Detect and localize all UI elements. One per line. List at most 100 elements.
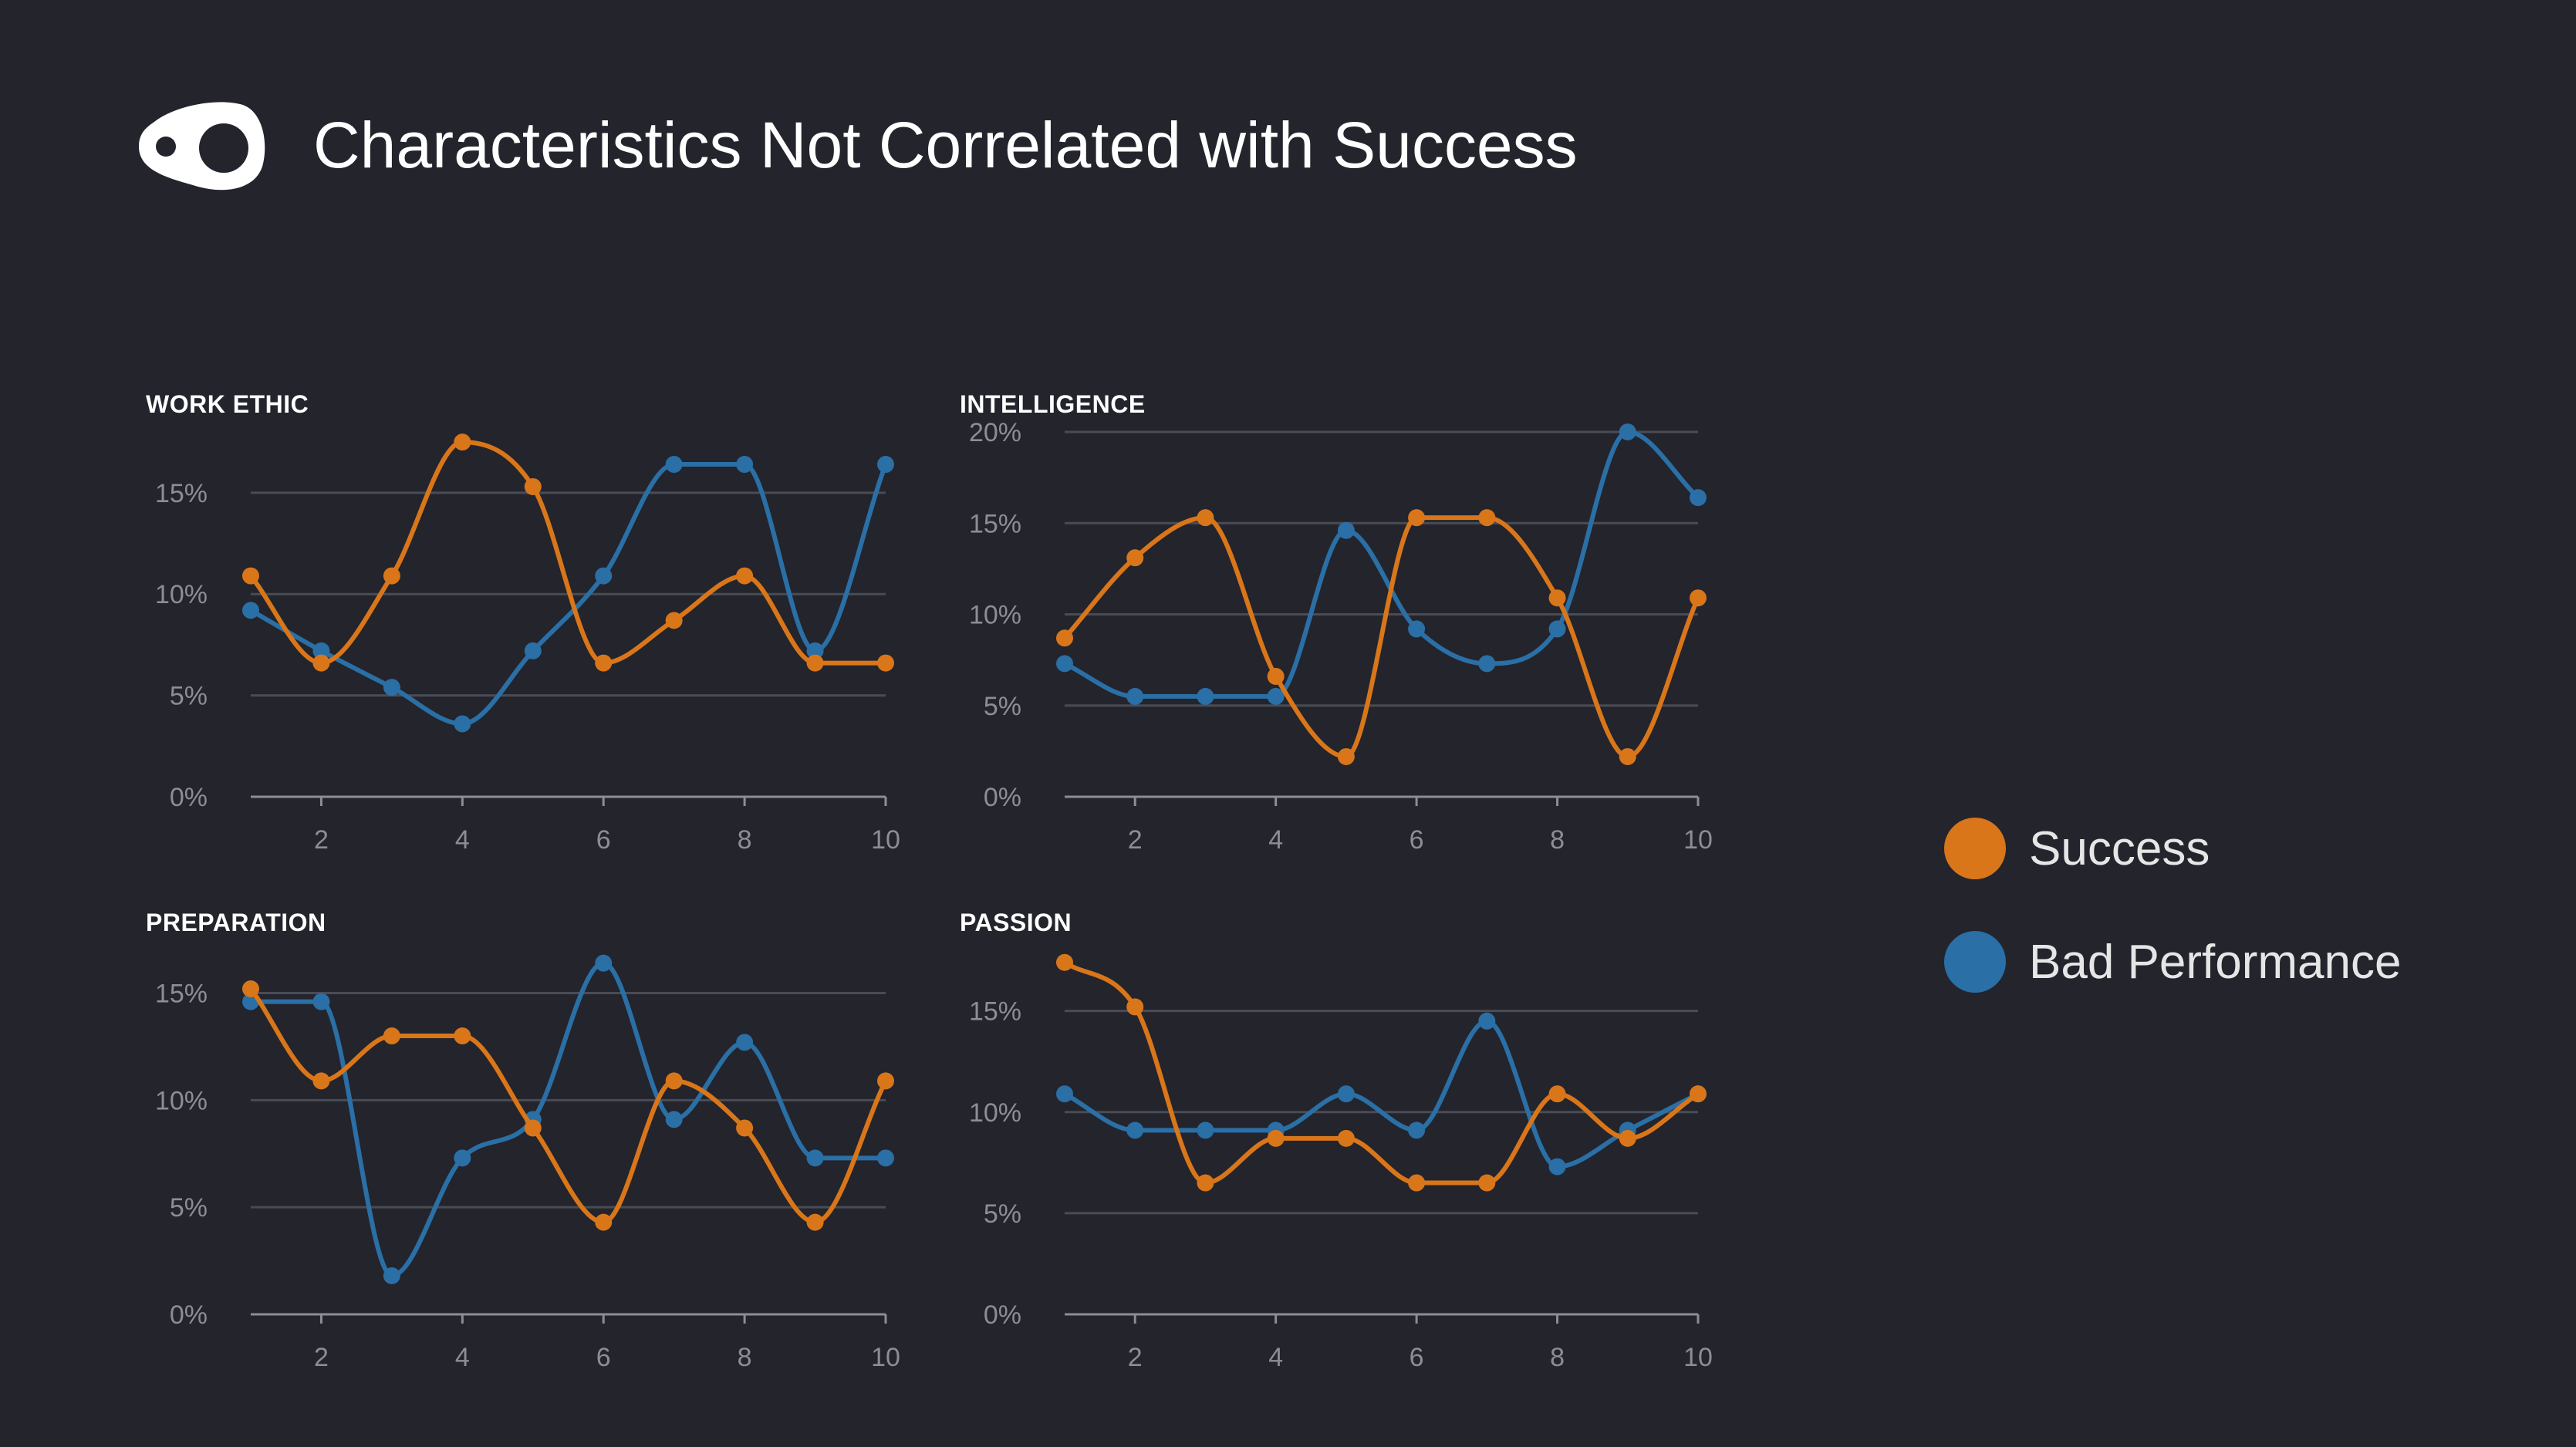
data-point-bad-performance: [383, 1267, 400, 1285]
y-tick-label: 10%: [155, 580, 208, 609]
data-point-bad-performance: [1056, 1085, 1073, 1103]
data-point-success: [1619, 747, 1636, 765]
x-tick-label: 10: [1683, 1343, 1713, 1372]
x-tick-label: 2: [1128, 1343, 1143, 1372]
y-tick-label: 10%: [155, 1086, 208, 1115]
series-line-success: [248, 986, 888, 1225]
data-point-bad-performance: [454, 1149, 471, 1167]
x-tick-label: 2: [314, 1343, 329, 1372]
data-point-success: [1337, 1129, 1355, 1147]
data-point-success: [1126, 998, 1144, 1016]
x-tick-label: 6: [1410, 825, 1424, 855]
x-tick-label: 10: [1683, 825, 1713, 855]
data-point-success: [1408, 1174, 1426, 1192]
data-point-success: [454, 433, 471, 451]
y-tick-label: 15%: [969, 997, 1021, 1027]
data-point-success: [454, 1027, 471, 1045]
y-tick-label: 0%: [170, 783, 208, 812]
x-tick-label: 4: [1268, 1343, 1283, 1372]
data-point-success: [1126, 549, 1144, 567]
data-point-bad-performance: [383, 679, 400, 697]
legend-label-bad-performance: Bad Performance: [2029, 935, 2402, 989]
y-tick-label: 5%: [984, 692, 1021, 721]
y-tick-label: 5%: [170, 1193, 208, 1223]
data-point-success: [242, 980, 259, 997]
x-tick-label: 6: [596, 1343, 611, 1372]
data-point-bad-performance: [1056, 655, 1073, 673]
data-point-success: [736, 567, 754, 585]
data-point-bad-performance: [665, 456, 683, 474]
data-point-success: [1619, 1129, 1636, 1147]
data-point-bad-performance: [877, 456, 894, 474]
data-point-success: [312, 654, 330, 672]
x-tick-label: 10: [871, 825, 900, 855]
data-point-success: [242, 567, 259, 585]
data-point-success: [1478, 509, 1496, 527]
data-point-success: [1337, 747, 1355, 765]
panel-title-preparation: PREPARATION: [146, 909, 326, 936]
data-point-bad-performance: [1619, 423, 1636, 440]
data-point-bad-performance: [877, 1149, 894, 1167]
data-point-success: [1267, 1129, 1285, 1147]
y-tick-label: 15%: [155, 980, 208, 1009]
data-point-bad-performance: [312, 642, 330, 659]
y-tick-label: 5%: [984, 1199, 1021, 1229]
x-tick-label: 2: [1128, 825, 1143, 855]
data-point-bad-performance: [1478, 655, 1496, 673]
page-title: Characteristics Not Correlated with Succ…: [313, 109, 1578, 181]
x-tick-label: 6: [596, 825, 611, 855]
y-tick-label: 10%: [969, 1098, 1021, 1128]
eye-shape-logo-icon: [139, 102, 265, 191]
data-point-bad-performance: [1548, 620, 1566, 638]
data-point-bad-performance: [595, 567, 613, 585]
data-point-bad-performance: [312, 993, 330, 1010]
data-point-success: [736, 1119, 754, 1137]
data-point-bad-performance: [1126, 687, 1144, 705]
data-point-success: [383, 567, 400, 585]
data-point-success: [1197, 1174, 1214, 1192]
data-point-bad-performance: [1197, 1122, 1214, 1139]
data-point-success: [312, 1072, 330, 1090]
data-point-success: [1690, 1085, 1707, 1103]
series-line-bad-performance: [248, 960, 888, 1279]
y-tick-label: 20%: [969, 418, 1021, 447]
series-line-bad-performance: [1062, 1018, 1700, 1169]
data-point-bad-performance: [1337, 521, 1355, 539]
chart-preparation: 0% 5% 10% 15% 2 4 6 8 10: [155, 954, 900, 1372]
legend-swatch-bad-performance: [1944, 931, 2006, 993]
panel-title-passion: PASSION: [960, 909, 1072, 936]
data-point-bad-performance: [1197, 687, 1214, 705]
x-tick-label: 2: [314, 825, 329, 855]
chart-passion: 0% 5% 10% 15% 2 4 6 8 10: [969, 953, 1713, 1372]
y-tick-label: 5%: [170, 682, 208, 711]
data-point-bad-performance: [595, 954, 613, 972]
panel-title-work-ethic: WORK ETHIC: [146, 390, 309, 418]
data-point-bad-performance: [806, 642, 824, 659]
y-tick-label: 15%: [155, 479, 208, 508]
chart-work-ethic: 0% 5% 10% 15% 2 4 6 8 10: [155, 433, 900, 855]
data-point-bad-performance: [242, 602, 259, 619]
data-point-success: [1056, 629, 1073, 647]
data-point-bad-performance: [454, 715, 471, 733]
data-point-success: [877, 1072, 894, 1090]
x-tick-label: 8: [1550, 825, 1565, 855]
series-line-success: [1062, 960, 1700, 1186]
y-tick-label: 0%: [984, 1300, 1021, 1330]
data-point-success: [665, 1072, 683, 1090]
series-line-success: [1062, 515, 1700, 759]
data-point-success: [1548, 1085, 1566, 1103]
data-point-bad-performance: [736, 1034, 754, 1051]
data-point-success: [1478, 1174, 1496, 1192]
data-point-bad-performance: [665, 1111, 683, 1128]
data-point-success: [383, 1027, 400, 1045]
data-point-success: [524, 1119, 542, 1137]
y-tick-label: 10%: [969, 601, 1021, 630]
data-point-success: [1056, 953, 1073, 971]
data-point-bad-performance: [1548, 1158, 1566, 1175]
data-point-bad-performance: [1126, 1122, 1144, 1139]
x-tick-label: 4: [455, 825, 470, 855]
data-point-success: [524, 477, 542, 495]
legend-swatch-success: [1944, 818, 2006, 879]
y-tick-label: 0%: [170, 1300, 208, 1330]
